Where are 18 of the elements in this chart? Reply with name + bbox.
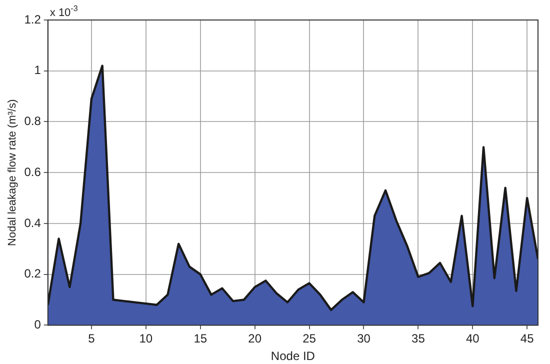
x-tick-label: 25	[302, 332, 316, 346]
x-tick-label: 30	[357, 332, 371, 346]
y-tick-label: 1.2	[24, 12, 42, 26]
x-tick-label: 45	[520, 332, 534, 346]
x-tick-label: 15	[194, 332, 208, 346]
y-tick-label: 0	[34, 318, 42, 332]
y-tick-label: 0.8	[24, 114, 42, 128]
y-tick-label: 0.4	[24, 216, 42, 230]
y-tick-label: 0.6	[24, 164, 42, 179]
x-tick-label: 40	[466, 332, 480, 346]
x-tick-label: 20	[248, 332, 262, 346]
y-axis-title: Nodal leakage flow rate (m³/s)	[6, 99, 19, 246]
x-tick-label: 35	[412, 332, 426, 346]
x-tick-label: 5	[88, 332, 96, 346]
y-tick-label: 0.2	[24, 266, 42, 281]
x-axis-title: Node ID	[270, 349, 316, 364]
x-tick-label: 10	[139, 332, 153, 346]
y-tick-label: 1	[34, 63, 42, 78]
